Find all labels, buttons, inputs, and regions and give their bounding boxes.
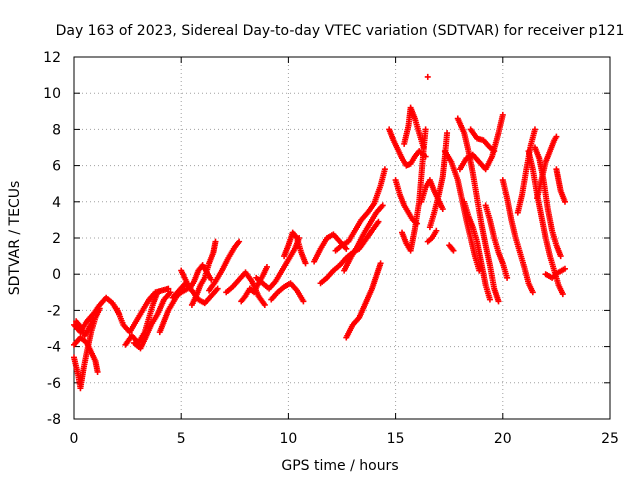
series-arc-26 (401, 104, 427, 151)
series-arc-02 (71, 305, 103, 392)
data-point (559, 291, 566, 298)
y-tick-label: -8 (47, 412, 61, 428)
data-point (90, 316, 97, 323)
data-point (377, 260, 384, 267)
data-point (420, 144, 427, 151)
series-arc-20 (332, 166, 388, 254)
y-tick-label: -6 (47, 376, 61, 392)
data-point (444, 130, 451, 137)
y-tick-label: 6 (52, 159, 61, 175)
series-arc-32 (446, 242, 457, 254)
y-tick-label: -4 (47, 340, 61, 356)
series-arc-30 (424, 227, 440, 245)
data-point (422, 126, 429, 133)
series-arc-38 (499, 177, 536, 296)
data-point (302, 260, 309, 267)
data-point (504, 274, 511, 281)
data-point (165, 285, 172, 292)
data-point (424, 238, 431, 245)
data-point (491, 148, 498, 155)
data-point (96, 305, 103, 312)
series-arc-35 (461, 198, 493, 303)
data-point (212, 238, 219, 245)
data-point (261, 301, 268, 308)
y-tick-label: 10 (43, 86, 61, 102)
data-point (531, 126, 538, 133)
x-tick-label: 20 (494, 431, 512, 447)
data-point (486, 296, 493, 303)
data-point (236, 238, 243, 245)
y-axis-label: SDTVAR / TECUs (7, 181, 23, 296)
x-axis-label: GPS time / hours (281, 458, 398, 474)
data-point (381, 166, 388, 173)
y-tick-label: 0 (52, 267, 61, 283)
data-point (343, 245, 350, 252)
x-tick-label: 25 (601, 431, 619, 447)
data-point (557, 253, 564, 260)
series-arc-15 (253, 235, 303, 292)
series-arc-25 (399, 126, 429, 254)
series-arc-44 (553, 166, 568, 205)
data-point (167, 289, 174, 296)
data-point (529, 289, 536, 296)
data-point (561, 198, 568, 205)
data-point (499, 111, 506, 118)
chart-title: Day 163 of 2023, Sidereal Day-to-day VTE… (56, 23, 625, 39)
series-arc-33 (454, 115, 502, 305)
data-points (71, 73, 568, 392)
data-point (379, 202, 386, 209)
series-arc-29 (424, 73, 431, 80)
y-tick-label: -2 (47, 303, 61, 319)
x-tick-label: 0 (70, 431, 79, 447)
series-arc-21 (341, 202, 386, 274)
axis-ticks (73, 56, 611, 420)
series-arc-42 (534, 133, 560, 202)
series-arc-03 (71, 334, 101, 375)
series-arc-37 (482, 202, 511, 281)
y-tick-label: 12 (43, 50, 61, 66)
y-tick-label: 2 (52, 231, 61, 247)
data-point (263, 263, 270, 270)
x-tick-label: 5 (177, 431, 186, 447)
data-point (375, 218, 382, 225)
series-arc-17 (281, 229, 309, 267)
data-point (495, 298, 502, 305)
series-arc-36 (467, 126, 498, 155)
series-arc-16 (268, 280, 307, 305)
data-point (214, 285, 221, 292)
series-arc-43 (542, 265, 568, 281)
x-tick-label: 10 (279, 431, 297, 447)
series-arc-14 (238, 263, 270, 305)
series-arc-11 (188, 238, 219, 308)
data-point (424, 73, 431, 80)
y-tick-label: 8 (52, 122, 61, 138)
data-point (450, 247, 457, 254)
data-point (154, 289, 161, 296)
data-point (94, 368, 101, 375)
x-tick-labels: 0 5 10 15 20 25 (70, 431, 619, 447)
series-arc-19 (317, 218, 382, 287)
series-arc-04 (73, 316, 97, 339)
data-point (208, 276, 215, 283)
series-arc-12 (206, 238, 243, 294)
x-tick-label: 15 (387, 431, 405, 447)
y-tick-label: 4 (52, 195, 61, 211)
series-arc-07 (131, 289, 174, 352)
data-point (439, 206, 446, 213)
data-point (300, 298, 307, 305)
series-arc-22 (343, 260, 384, 341)
data-point (553, 133, 560, 140)
y-tick-labels: -8 -6 -4 -2 0 2 4 6 8 10 12 (43, 50, 61, 428)
data-point (561, 265, 568, 272)
grid (74, 57, 610, 419)
series-arc-01 (71, 294, 123, 336)
